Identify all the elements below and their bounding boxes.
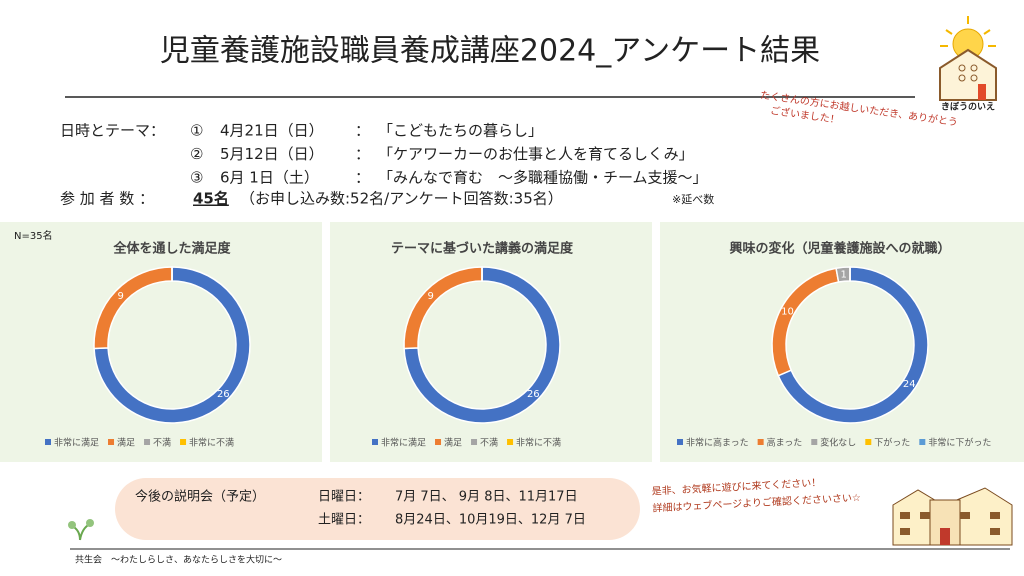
participants-note: ※延べ数 <box>672 193 714 206</box>
schedule-date: 4月21日（日） <box>220 122 324 140</box>
donut-segment <box>403 266 561 424</box>
schedule-number: ③ <box>190 169 203 187</box>
schedule: ① 4月21日（日） ： 「こどもたちの暮らし」 ② 5月12日（日） ： 「ケアワーカーのお… <box>190 122 708 187</box>
sample-note: N=35名 <box>14 229 53 242</box>
legend-swatch <box>180 439 187 445</box>
schedule-theme: 「こどもたちの暮らし」 <box>378 122 543 140</box>
panel <box>660 222 1024 462</box>
legend-label: 非常に不満 <box>189 437 234 449</box>
upcoming-box <box>115 478 640 540</box>
title: 児童養護施設職員養成講座2024_アンケート結果 <box>160 34 820 69</box>
legend-swatch <box>435 439 442 445</box>
legend-swatch <box>507 439 514 445</box>
upcoming-day: 日曜日： <box>318 490 370 505</box>
legend-label: 満足 <box>117 438 135 449</box>
participants-detail: （お申し込み数:52名/アンケート回答数:35名） <box>240 190 563 208</box>
legend-swatch <box>919 439 926 445</box>
donut-segment <box>93 266 251 424</box>
legend-swatch <box>811 439 818 445</box>
footer-logo <box>68 519 94 541</box>
data-label: 26 <box>527 389 540 400</box>
participants-label: 参 加 者 数 ： <box>60 190 154 208</box>
chart: テーマに基づいた講義の満足度 26 9 非常に満足 満足 不満 非常に不満 <box>372 241 574 449</box>
legend-label: 非常に満足 <box>54 437 99 449</box>
legend-swatch <box>471 439 478 445</box>
logo: きぼうのいえ <box>939 16 997 113</box>
legend-swatch <box>865 439 872 445</box>
data-label: 9 <box>427 291 433 302</box>
legend-label: 下がった <box>874 437 910 449</box>
legend-swatch <box>108 439 115 445</box>
schedule-sep: ： <box>355 145 370 163</box>
logo-text: きぼうのいえ <box>941 101 995 113</box>
upcoming-dates: 8月24日、10月19日、12月 7日 <box>395 513 586 528</box>
chart: 全体を通した満足度 26 9 非常に満足 満足 不満 非常に不満 <box>45 241 251 449</box>
data-label: 24 <box>903 379 916 390</box>
schedule-label: 日時とテーマ： <box>60 122 165 140</box>
chart-title: 興味の変化（児童養護施設への就職） <box>729 241 950 257</box>
upcoming-dates: 7月 7日、 9月 8日、11月17日 <box>395 490 578 505</box>
chart: 興味の変化（児童養護施設への就職） 24 10 1 非常に高まった 高まった 変化なし 下がっ… <box>677 241 991 449</box>
chart-title: テーマに基づいた講義の満足度 <box>391 241 574 257</box>
upcoming-day: 土曜日： <box>318 513 370 528</box>
legend-label: 非常に高まった <box>686 437 749 449</box>
data-label: 9 <box>117 291 123 302</box>
chart-title: 全体を通した満足度 <box>112 241 231 257</box>
data-label: 26 <box>217 389 230 400</box>
legend-label: 満足 <box>444 438 462 449</box>
footer-text: 共生会 ～わたしらしさ、あなたらしさを大切に～ <box>75 554 282 566</box>
legend-label: 変化なし <box>820 437 856 449</box>
building <box>892 487 1013 546</box>
participants-count: 45名 <box>193 190 229 208</box>
panel <box>330 222 652 462</box>
legend-swatch <box>144 439 151 445</box>
legend-swatch <box>45 439 51 445</box>
schedule-sep: ： <box>355 122 370 140</box>
schedule-number: ① <box>190 122 203 140</box>
legend-label: 不満 <box>480 438 498 449</box>
schedule-number: ② <box>190 145 203 163</box>
legend-label: 高まった <box>767 437 803 449</box>
legend-label: 非常に満足 <box>381 437 426 449</box>
schedule-sep: ： <box>355 169 370 187</box>
data-label: 10 <box>781 306 794 317</box>
schedule-theme: 「ケアワーカーのお仕事と人を育てるしくみ」 <box>378 145 694 163</box>
schedule-date: 5月12日（日） <box>220 145 324 163</box>
legend-swatch <box>372 439 378 445</box>
legend-label: 非常に不満 <box>516 437 561 449</box>
schedule-date: 6月 1日（土） <box>220 169 319 187</box>
panel <box>0 222 322 462</box>
schedule-theme: 「みんなで育む ～多職種協働・チーム支援～」 <box>378 169 708 187</box>
legend-swatch <box>677 439 683 445</box>
legend-label: 不満 <box>153 438 171 449</box>
data-label: 1 <box>840 269 846 280</box>
upcoming-label: 今後の説明会（予定） <box>135 489 265 505</box>
legend-swatch <box>757 439 764 445</box>
legend-label: 非常に下がった <box>928 437 991 449</box>
